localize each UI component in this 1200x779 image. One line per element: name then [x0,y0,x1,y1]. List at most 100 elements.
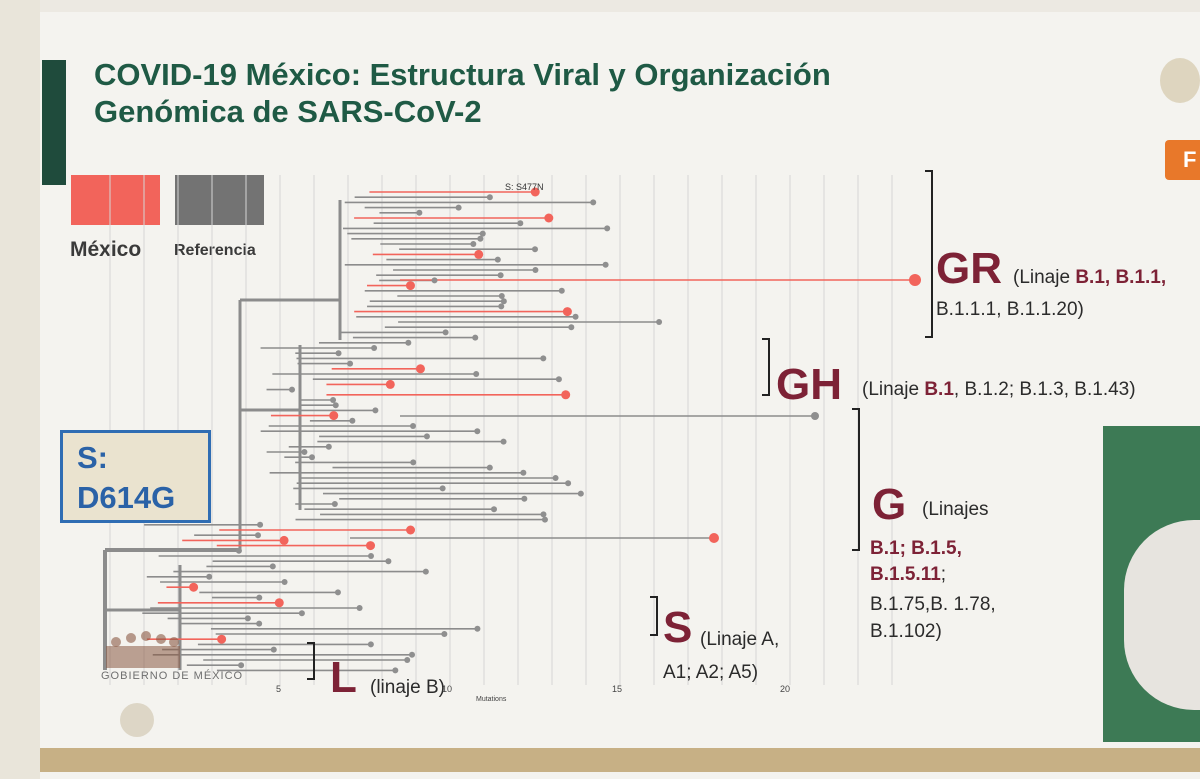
tip-reference [301,449,308,455]
tip-reference [455,204,462,211]
clade-s-line-2: A1; A2; A5) [663,662,759,683]
clade-gh-bold: B.1 [924,379,954,400]
tip-mexico [562,307,572,317]
phylogenetic-tree: S: S477N 5 10 15 20 Mutations [103,175,921,703]
tip-mexico [217,634,227,644]
clade-g-line-2: B.1; B.1.5, [870,538,962,559]
seal-icon [120,703,154,737]
tip-reference [431,277,438,284]
axis-tick: 5 [276,684,281,694]
tree-tips [189,187,921,674]
tip-reference [331,501,338,507]
tip-reference [520,469,527,476]
tip-reference [541,516,548,523]
tip-reference [423,433,430,440]
decorative-background [0,0,40,779]
clade-gr-lineages: (Linaje B.1, B.1.1, [1013,266,1166,290]
mutation-box-line-2: D614G [77,480,176,515]
tip-reference [410,423,417,429]
tip-mexico [544,213,554,223]
tip-mexico [415,364,425,374]
tree-branches [103,191,915,672]
tip-reference [238,662,245,669]
tip-reference [474,625,481,632]
tip-reference [405,339,412,346]
slide-title: COVID-19 México: Estructura Viral y Orga… [94,56,1094,130]
tip-reference [577,490,584,497]
clade-g-line-4: B.1.75,B. 1.78, [870,594,996,615]
government-seal-icon [1160,58,1200,103]
tip-reference [281,579,288,585]
footer-bar [40,748,1200,772]
tip-reference [367,641,374,648]
tip-reference [289,386,296,393]
side-tab: F [1165,140,1200,180]
clade-g-line-3: B.1.5.11; [870,563,946,587]
tip-reference [330,397,337,403]
tip-reference [498,303,505,310]
title-line-2: Genómica de SARS-CoV-2 [94,94,482,129]
clade-g-letter: G [872,480,907,529]
tip-mexico [561,390,571,400]
tip-reference [568,324,575,331]
tip-mexico [385,379,395,389]
tip-reference [257,521,264,528]
tree-gridlines [109,175,893,685]
tip-reference [416,209,423,216]
tip-reference [441,631,448,637]
clade-g-line-1: (Linajes [922,499,989,520]
clade-l-letter: L [330,653,357,702]
clade-gr-prefix: (Linaje [1013,267,1076,288]
tip-reference [479,230,486,237]
tip-reference [565,480,572,487]
tip-reference [486,464,493,471]
tip-reference [472,334,479,341]
bracket-gh [762,338,770,396]
tip-reference [555,376,562,383]
tip-reference [308,454,315,461]
tip-reference [656,319,663,325]
tip-reference [552,475,559,481]
tip-reference [474,428,481,435]
tip-reference [404,657,411,663]
tip-mexico [530,187,540,197]
tip-reference [356,605,363,611]
tip-mexico [909,274,921,286]
tip-reference [335,350,342,357]
tip-reference [372,407,379,414]
tip-reference [334,589,341,596]
axis-tick: 15 [612,684,622,694]
clade-gh-rest: , B.1.2; B.1.3, B.1.43) [953,379,1136,400]
clade-gh-lineages: (Linaje B.1, B.1.2; B.1.3, B.1.43) [862,378,1136,402]
tip-reference [254,532,261,539]
legend-label-reference: Referencia [174,242,256,259]
video-panel-figure [1124,520,1200,710]
tip-reference [602,261,609,268]
tip-reference [371,345,378,351]
mutation-box: S: D614G [60,430,211,523]
tip-reference [486,194,493,201]
government-logo-text: GOBIERNO DE MÉXICO [101,670,244,682]
tip-mexico [329,411,339,421]
clade-gr-line-2: B.1.1.1, B.1.1.20) [936,299,1084,320]
tip-reference [477,235,484,242]
title-accent-bar [42,60,66,185]
tip-reference [532,246,539,253]
tip-reference [270,646,277,653]
tip-reference [332,402,339,409]
clade-g-semicolon: ; [940,564,947,585]
axis-label: Mutations [476,696,507,703]
tip-reference [368,553,375,559]
tip-mexico [274,598,284,608]
tree-annotation: S: S477N [505,182,544,192]
tip-reference [269,563,276,570]
tip-reference [206,573,213,580]
title-line-1: COVID-19 México: Estructura Viral y Orga… [94,57,831,92]
bracket-l [307,642,315,680]
tip-reference [532,267,539,273]
tip-reference [256,594,263,601]
tip-reference [540,355,547,362]
clade-gh-letter: GH [776,360,842,409]
tip-reference [422,568,429,575]
